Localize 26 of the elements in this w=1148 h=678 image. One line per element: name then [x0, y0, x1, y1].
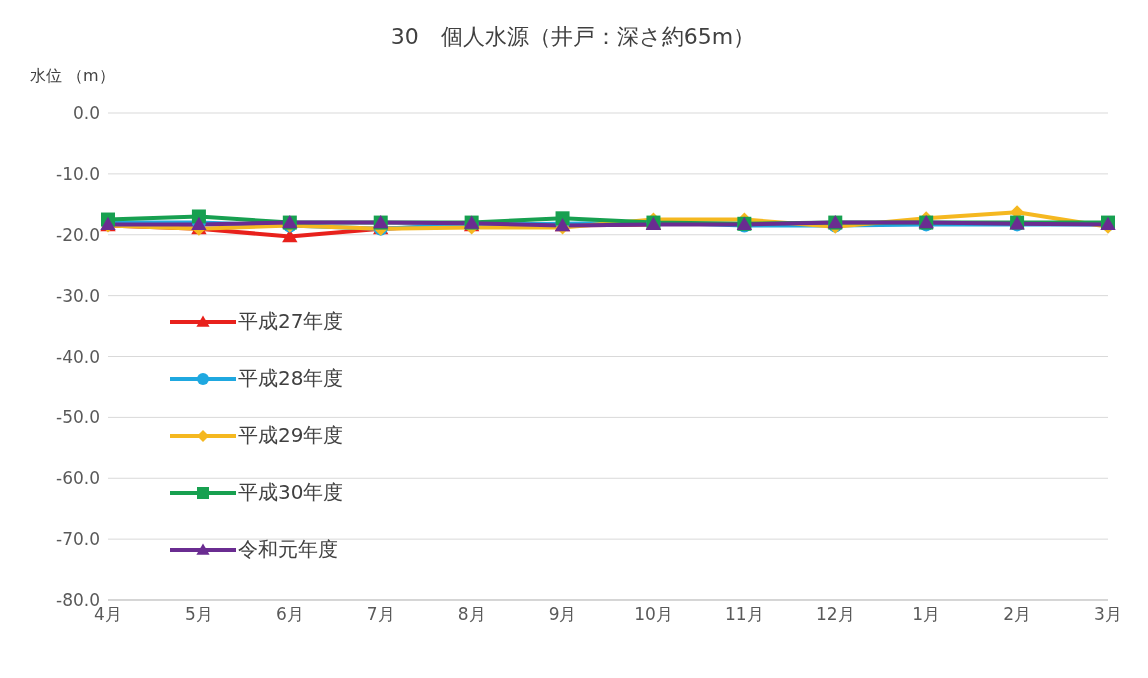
x-tick-label: 11月: [725, 604, 764, 625]
x-tick-label: 8月: [457, 604, 486, 625]
x-tick-label: 2月: [1003, 604, 1032, 625]
y-axis-title: 水位 （m）: [30, 66, 115, 87]
x-tick-label: 1月: [912, 604, 941, 625]
x-tick-label: 5月: [185, 604, 213, 625]
x-tick-label: 6月: [275, 604, 304, 625]
x-tick-label: 10月: [634, 604, 673, 625]
x-tick-label: 9月: [548, 604, 577, 625]
y-tick-label: -10.0: [56, 163, 100, 184]
y-tick-label: -60.0: [56, 468, 100, 489]
legend-label: 令和元年度: [238, 536, 338, 563]
y-tick-label: 0.0: [72, 103, 100, 124]
chart-title: 30 個人水源（井戸：深さ約65m）: [389, 23, 757, 51]
y-tick-label: -20.0: [56, 224, 100, 245]
y-tick-label: -40.0: [56, 346, 100, 367]
legend-label: 平成27年度: [238, 308, 344, 335]
x-tick-label: 3月: [1094, 604, 1122, 625]
y-tick-label: -50.0: [56, 407, 100, 428]
legend-label: 平成28年度: [238, 365, 344, 392]
y-tick-label: -70.0: [56, 529, 100, 550]
x-tick-label: 7月: [366, 604, 395, 625]
legend-label: 平成29年度: [238, 422, 344, 449]
y-tick-label: -30.0: [56, 285, 100, 306]
legend-label: 平成30年度: [238, 479, 344, 506]
x-tick-label: 12月: [815, 604, 855, 625]
